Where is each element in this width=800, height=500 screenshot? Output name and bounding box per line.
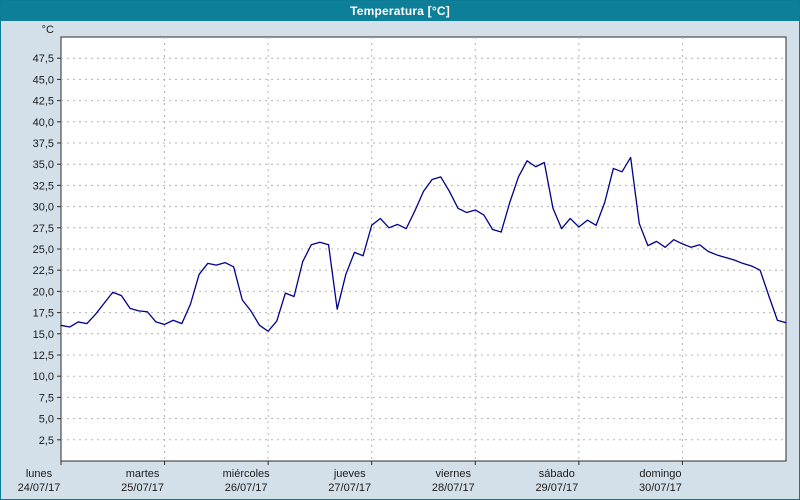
title-bar: Temperatura [°C] [1, 1, 799, 21]
y-tick-label: 20,0 [33, 286, 54, 298]
x-day-date: 28/07/17 [432, 482, 475, 494]
x-day-name: viernes [436, 468, 472, 480]
x-day-name: lunes [26, 468, 53, 480]
y-tick-label: 30,0 [33, 202, 54, 214]
y-tick-label: 27,5 [33, 223, 54, 235]
y-tick-label: 37,5 [33, 138, 54, 150]
y-tick-label: 22,5 [33, 265, 54, 277]
x-day-date: 26/07/17 [225, 482, 268, 494]
x-day-date: 25/07/17 [121, 482, 164, 494]
x-day-date: 24/07/17 [18, 482, 61, 494]
y-tick-label: 47,5 [33, 53, 54, 65]
y-tick-label: 15,0 [33, 329, 54, 341]
x-day-name: miércoles [223, 468, 271, 480]
y-tick-label: 7,5 [39, 392, 54, 404]
x-day-name: martes [126, 468, 160, 480]
x-day-name: sábado [539, 468, 575, 480]
y-axis-unit-label: °C [42, 24, 54, 36]
window-title: Temperatura [°C] [350, 4, 450, 18]
y-tick-label: 35,0 [33, 159, 54, 171]
y-tick-label: 17,5 [33, 308, 54, 320]
y-tick-label: 2,5 [39, 435, 54, 447]
y-tick-label: 25,0 [33, 244, 54, 256]
y-tick-label: 42,5 [33, 96, 54, 108]
y-tick-label: 12,5 [33, 350, 54, 362]
y-tick-label: 5,0 [39, 414, 54, 426]
x-day-name: jueves [333, 468, 366, 480]
x-day-name: domingo [639, 468, 681, 480]
y-tick-label: 10,0 [33, 371, 54, 383]
temperature-line [60, 156, 787, 332]
x-day-date: 30/07/17 [639, 482, 682, 494]
chart-panel: 47,5 45,0 42,5 40,0 37,5 35,0 32,5 30,0 27,5 25,0… [1, 21, 799, 499]
x-day-date: 27/07/17 [328, 482, 371, 494]
x-day-date: 29/07/17 [535, 482, 578, 494]
y-tick-label: 45,0 [33, 74, 54, 86]
y-tick-label: 32,5 [33, 180, 54, 192]
y-tick-label: 40,0 [33, 117, 54, 129]
temperature-chart: 47,5 45,0 42,5 40,0 37,5 35,0 32,5 30,0 27,5 25,0… [18, 24, 787, 494]
